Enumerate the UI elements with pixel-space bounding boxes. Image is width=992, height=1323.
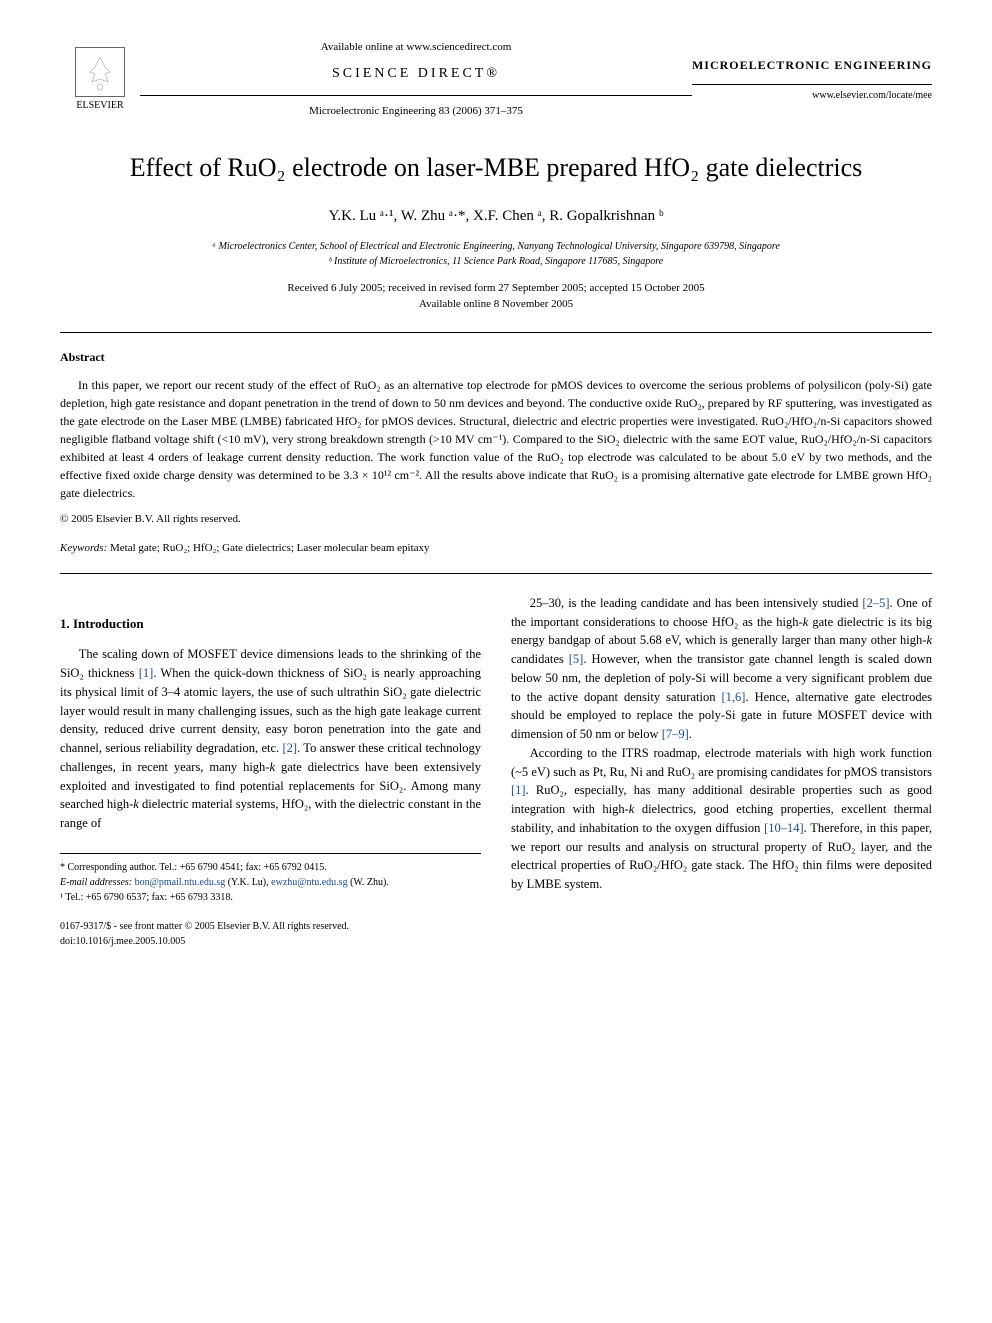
email-2[interactable]: ewzhu@ntu.edu.sg <box>271 877 347 888</box>
footnote-1: ¹ Tel.: +65 6790 6537; fax: +65 6793 331… <box>60 890 481 905</box>
journal-url: www.elsevier.com/locate/mee <box>692 89 932 103</box>
keywords-line: Keywords: Metal gate; RuO₂; HfO₂; Gate d… <box>60 541 932 556</box>
paper-title: Effect of RuO₂ electrode on laser-MBE pr… <box>60 150 932 186</box>
journal-title: MICROELECTRONIC ENGINEERING <box>692 57 932 74</box>
citation-line: Microelectronic Engineering 83 (2006) 37… <box>140 104 692 119</box>
corresponding-author-note: * Corresponding author. Tel.: +65 6790 4… <box>60 860 481 875</box>
left-column: 1. Introduction The scaling down of MOSF… <box>60 594 481 949</box>
abstract-heading: Abstract <box>60 349 932 366</box>
email-addresses-line: E-mail addresses: bon@pmail.ntu.edu.sg (… <box>60 875 481 890</box>
authors-list: Y.K. Lu ᵃ·¹, W. Zhu ᵃ·*, X.F. Chen ᵃ, R.… <box>60 206 932 227</box>
footnotes-block: * Corresponding author. Tel.: +65 6790 4… <box>60 853 481 905</box>
affiliation-b: ᵇ Institute of Microelectronics, 11 Scie… <box>60 254 932 269</box>
keywords-label: Keywords: <box>60 542 107 554</box>
right-column: 25–30, is the leading candidate and has … <box>511 594 932 949</box>
center-header: Available online at www.sciencedirect.co… <box>140 40 692 119</box>
journal-title-box: MICROELECTRONIC ENGINEERING www.elsevier… <box>692 57 932 103</box>
email-label: E-mail addresses: <box>60 877 132 888</box>
intro-paragraph-1: The scaling down of MOSFET device dimens… <box>60 645 481 833</box>
email-1-name: (Y.K. Lu), <box>225 877 271 888</box>
keywords-text: Metal gate; RuO₂; HfO₂; Gate dielectrics… <box>107 542 429 554</box>
intro-paragraph-2: 25–30, is the leading candidate and has … <box>511 594 932 744</box>
affiliation-a: ᵃ Microelectronics Center, School of Ele… <box>60 239 932 254</box>
paper-dates: Received 6 July 2005; received in revise… <box>60 281 932 312</box>
intro-heading: 1. Introduction <box>60 614 481 634</box>
intro-paragraph-3: According to the ITRS roadmap, electrode… <box>511 744 932 894</box>
journal-header: ELSEVIER Available online at www.science… <box>60 40 932 120</box>
body-columns: 1. Introduction The scaling down of MOSF… <box>60 594 932 949</box>
copyright-text: © 2005 Elsevier B.V. All rights reserved… <box>60 512 932 527</box>
dates-received: Received 6 July 2005; received in revise… <box>60 281 932 296</box>
elsevier-label: ELSEVIER <box>76 99 123 113</box>
abstract-text: In this paper, we report our recent stud… <box>60 376 932 502</box>
email-2-name: (W. Zhu). <box>348 877 389 888</box>
available-online-text: Available online at www.sciencedirect.co… <box>140 40 692 55</box>
affiliations: ᵃ Microelectronics Center, School of Ele… <box>60 239 932 269</box>
footer-meta: 0167-9317/$ - see front matter © 2005 El… <box>60 919 481 949</box>
doi-line: doi:10.1016/j.mee.2005.10.005 <box>60 934 481 949</box>
email-1[interactable]: bon@pmail.ntu.edu.sg <box>135 877 226 888</box>
dates-online: Available online 8 November 2005 <box>60 297 932 312</box>
issn-line: 0167-9317/$ - see front matter © 2005 El… <box>60 919 481 934</box>
elsevier-tree-icon <box>75 47 125 97</box>
science-direct-logo: SCIENCE DIRECT® <box>140 64 692 84</box>
elsevier-logo: ELSEVIER <box>60 40 140 120</box>
